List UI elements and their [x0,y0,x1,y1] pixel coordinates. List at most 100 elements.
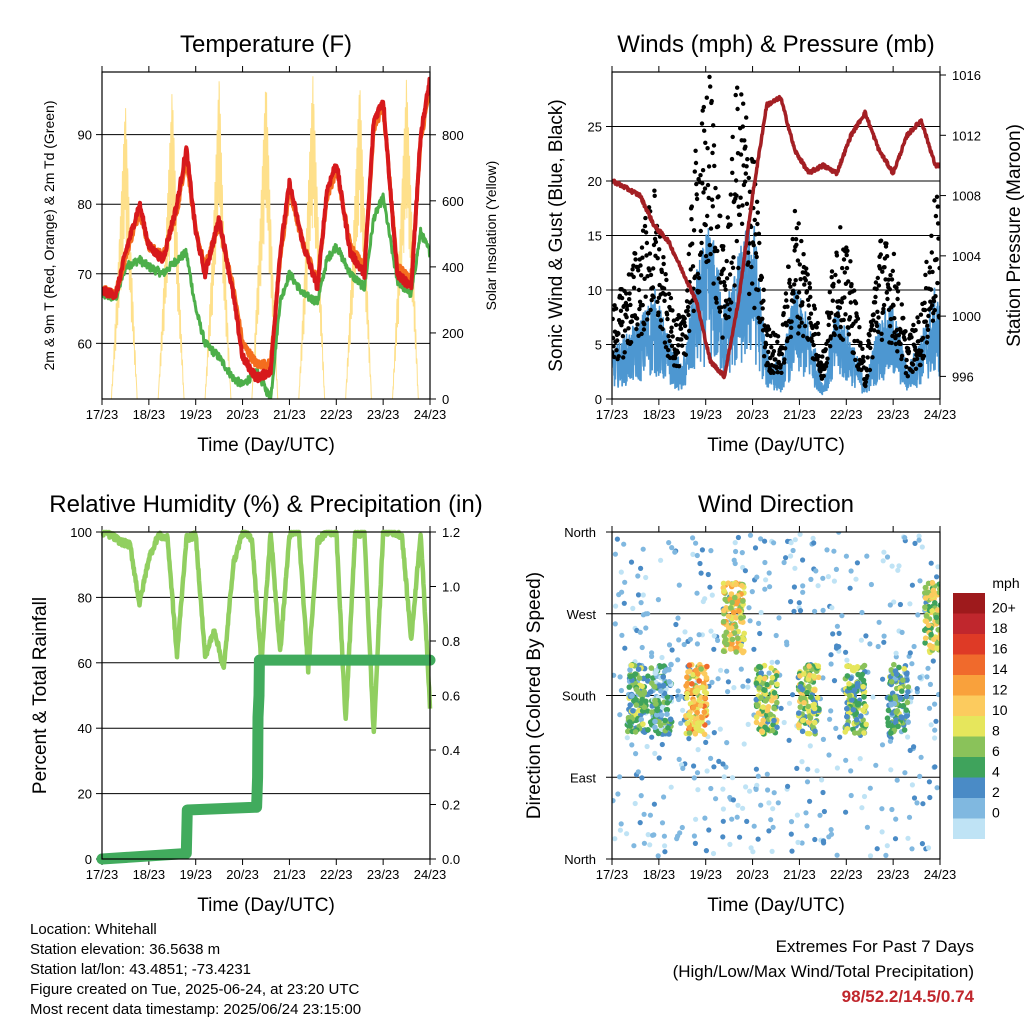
gust-point [925,323,930,328]
gust-point [703,253,709,259]
gust-point [895,349,900,354]
gust-point [937,315,940,320]
direction-point [936,589,940,596]
direction-point [660,674,666,680]
gust-point [705,146,710,151]
direction-point [844,726,851,732]
direction-point [612,551,619,557]
direction-point [829,605,835,611]
colorbar-label: 4 [992,764,1000,780]
direction-point [911,795,918,801]
gust-point [789,325,794,330]
direction-point [867,853,874,859]
direction-point [753,714,760,721]
gust-point [783,291,789,296]
gust-point [718,213,723,219]
direction-point [637,820,643,826]
direction-point [681,641,687,648]
direction-point [617,712,623,718]
gust-point [846,279,851,284]
gust-point [721,244,726,249]
gust-point [664,312,670,317]
direction-point [888,701,895,708]
colorbar-label: 10 [992,702,1008,718]
gust-point [729,260,734,265]
direction-point [784,639,790,645]
direction-point [732,560,738,567]
gust-point [775,334,781,339]
direction-point [881,633,887,639]
gust-point [727,307,732,312]
gust-point [794,242,799,247]
direction-point [792,565,798,571]
gust-point [621,355,626,360]
direction-point [919,544,925,550]
gust-point [699,240,704,246]
y-axis-label: Percent & Total Rainfall [30,597,51,794]
gust-point [628,302,633,308]
direction-point [815,663,822,669]
y-right-tick-label: 1000 [952,309,981,324]
gust-point [791,299,796,304]
colorbar-swatch [953,634,985,655]
x-tick-label: 20/23 [736,867,769,882]
direction-point [738,666,744,672]
gust-point [620,319,625,325]
direction-point [639,683,645,690]
direction-point [864,824,871,830]
gust-point [749,264,754,270]
gust-point [935,280,940,286]
direction-point [893,816,899,822]
gust-point [867,367,873,373]
gust-point [739,92,744,97]
direction-point [843,809,849,815]
gust-point [887,287,892,292]
gust-point [794,225,799,231]
gust-point [684,335,689,340]
y-right-tick-label: 1012 [952,128,981,143]
direction-point [684,695,690,701]
direction-point [693,667,699,674]
gust-point [781,311,786,316]
direction-point [896,664,902,671]
x-tick-label: 24/23 [924,867,957,882]
gust-point [655,256,660,261]
gust-point [919,348,924,354]
direction-point [647,812,654,818]
x-tick-label: 18/23 [643,867,676,882]
direction-point [701,709,708,715]
gust-point [722,283,727,288]
gust-point [902,337,907,342]
gust-point [634,316,640,321]
gust-point [693,148,698,153]
direction-point [757,664,764,671]
gust-point [846,332,852,337]
gust-point [904,357,909,363]
direction-point [749,589,755,595]
pressure-line [612,94,940,380]
direction-point [932,764,938,770]
direction-point [860,677,867,684]
direction-point [807,715,814,721]
direction-point [762,559,768,566]
direction-point [721,607,727,614]
colorbar-swatch [953,675,985,696]
direction-point [651,801,658,807]
gust-point [641,327,647,332]
gust-point [874,323,880,329]
direction-point [801,671,807,677]
gust-point [798,316,803,321]
direction-point [863,703,869,709]
direction-point [786,737,792,743]
gust-point [746,260,751,265]
direction-point [615,791,621,797]
gust-point [612,335,616,341]
direction-point [788,540,794,546]
gust-point [670,308,675,313]
gust-point [686,312,691,318]
gust-point [872,328,877,333]
gust-point [695,271,700,277]
gust-point [724,276,730,281]
gust-point [700,181,705,186]
direction-point [733,599,739,606]
